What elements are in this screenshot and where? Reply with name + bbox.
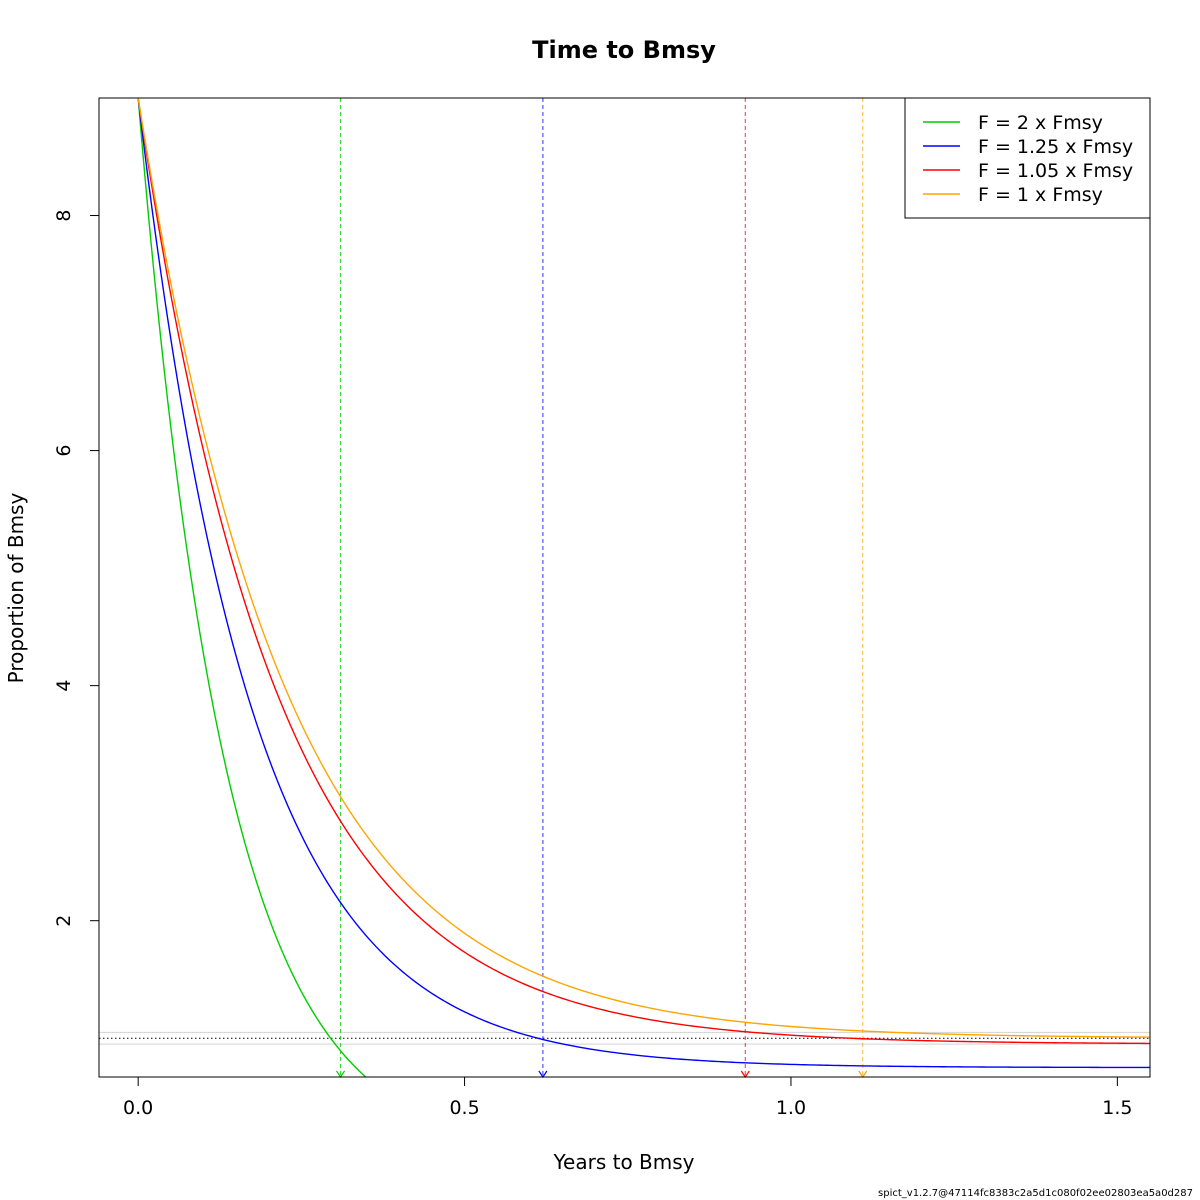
- legend-label-0: F = 2 x Fmsy: [978, 112, 1103, 134]
- chart-title: Time to Bmsy: [532, 36, 716, 64]
- y-tick-label-0: 2: [53, 915, 75, 927]
- y-axis: 2 4 6 8: [53, 209, 99, 927]
- plot-frame: [98, 97, 1151, 1078]
- x-axis: 0.0 0.5 1.0 1.5: [123, 1077, 1132, 1119]
- legend-label-1: F = 1.25 x Fmsy: [978, 136, 1133, 158]
- x-tick-label-0: 0.0: [123, 1097, 153, 1119]
- y-tick-label-2: 6: [53, 445, 75, 457]
- time-to-bmsy-markers: [336, 98, 868, 1079]
- series-lines: [137, 98, 1150, 1077]
- series-line-3: [137, 98, 1150, 1038]
- legend-label-3: F = 1 x Fmsy: [978, 184, 1103, 206]
- y-tick-label-1: 4: [53, 680, 75, 692]
- legend-box: [904, 97, 1151, 219]
- series-line-2: [137, 98, 1150, 1045]
- series-line-0: [137, 98, 367, 1077]
- y-tick-label-3: 8: [53, 209, 75, 221]
- x-tick-label-1: 0.5: [449, 1097, 479, 1119]
- x-axis-label: Years to Bmsy: [552, 1150, 694, 1174]
- reference-lines: [99, 1031, 1150, 1045]
- version-footer: spict_v1.2.7@47114fc8383c2a5d1c080f02ee0…: [878, 1188, 1193, 1199]
- y-axis-label: Proportion of Bmsy: [4, 493, 28, 684]
- series-line-1: [137, 98, 1150, 1069]
- x-tick-label-3: 1.5: [1102, 1097, 1132, 1119]
- legend-label-2: F = 1.05 x Fmsy: [978, 160, 1133, 182]
- x-tick-label-2: 1.0: [776, 1097, 806, 1119]
